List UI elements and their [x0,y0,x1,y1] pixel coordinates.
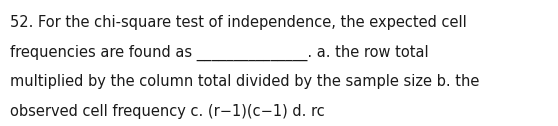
Text: 52. For the chi-square test of independence, the expected cell: 52. For the chi-square test of independe… [10,15,467,30]
Text: frequencies are found as _______________. a. the row total: frequencies are found as _______________… [10,45,429,61]
Text: multiplied by the column total divided by the sample size b. the: multiplied by the column total divided b… [10,74,479,89]
Text: observed cell frequency c. (r−1)(c−1) d. rc: observed cell frequency c. (r−1)(c−1) d.… [10,104,325,119]
